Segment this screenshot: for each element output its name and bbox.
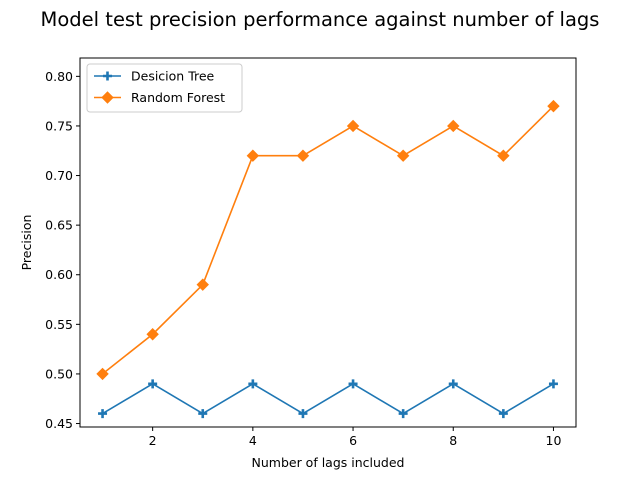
series-1 [96, 99, 560, 381]
chart-title: Model test precision performance against… [41, 8, 600, 31]
y-tick-label: 0.45 [45, 416, 73, 431]
legend-swatch-marker [103, 71, 112, 81]
y-tick-label: 0.60 [45, 267, 73, 282]
x-axis-label: Number of lags included [252, 455, 405, 470]
data-point [547, 99, 560, 113]
data-point [248, 379, 258, 389]
series-line [102, 382, 554, 415]
data-point [498, 409, 508, 419]
series-0 [98, 379, 558, 419]
data-point [246, 149, 260, 162]
data-point [198, 409, 208, 419]
data-point [346, 119, 360, 133]
x-tick-label: 6 [349, 433, 357, 448]
y-tick-label: 0.50 [45, 366, 73, 381]
x-tick-label: 2 [149, 433, 157, 448]
y-axis-label: Precision [19, 215, 34, 271]
x-tick-label: 8 [449, 433, 457, 448]
legend-box [86, 63, 243, 113]
y-tick-label: 0.75 [45, 118, 73, 133]
data-point [348, 379, 358, 389]
plot-area [79, 57, 577, 428]
data-point [398, 409, 408, 419]
series-layer [96, 99, 560, 419]
legend-item: Desicion Tree [94, 69, 215, 84]
legend-label: Random Forest [131, 90, 225, 105]
data-point [96, 367, 109, 381]
y-tick-label: 0.55 [45, 317, 73, 332]
data-point [497, 149, 510, 162]
x-axis: 2 4 6 8 10 [149, 427, 562, 448]
legend-swatch-marker [101, 91, 114, 104]
data-point [296, 149, 310, 162]
x-tick-label: 4 [249, 433, 257, 448]
data-point [396, 149, 410, 162]
y-axis: 0.45 0.50 0.55 0.60 0.65 0.70 0.75 0.80 [45, 69, 80, 431]
data-point [298, 409, 308, 419]
data-point [447, 119, 460, 133]
y-tick-label: 0.70 [45, 168, 73, 183]
data-point [548, 379, 558, 389]
x-tick-label: 10 [546, 433, 562, 448]
series-line [102, 105, 555, 375]
data-point [448, 379, 458, 389]
data-point [148, 379, 158, 389]
data-point [196, 278, 209, 291]
data-point [146, 328, 159, 341]
legend: Desicion Tree Random Forest [86, 63, 243, 113]
y-tick-label: 0.80 [45, 69, 73, 84]
legend-label: Desicion Tree [131, 69, 215, 84]
legend-item: Random Forest [94, 90, 225, 105]
y-tick-label: 0.65 [45, 218, 73, 233]
data-point [98, 409, 108, 419]
